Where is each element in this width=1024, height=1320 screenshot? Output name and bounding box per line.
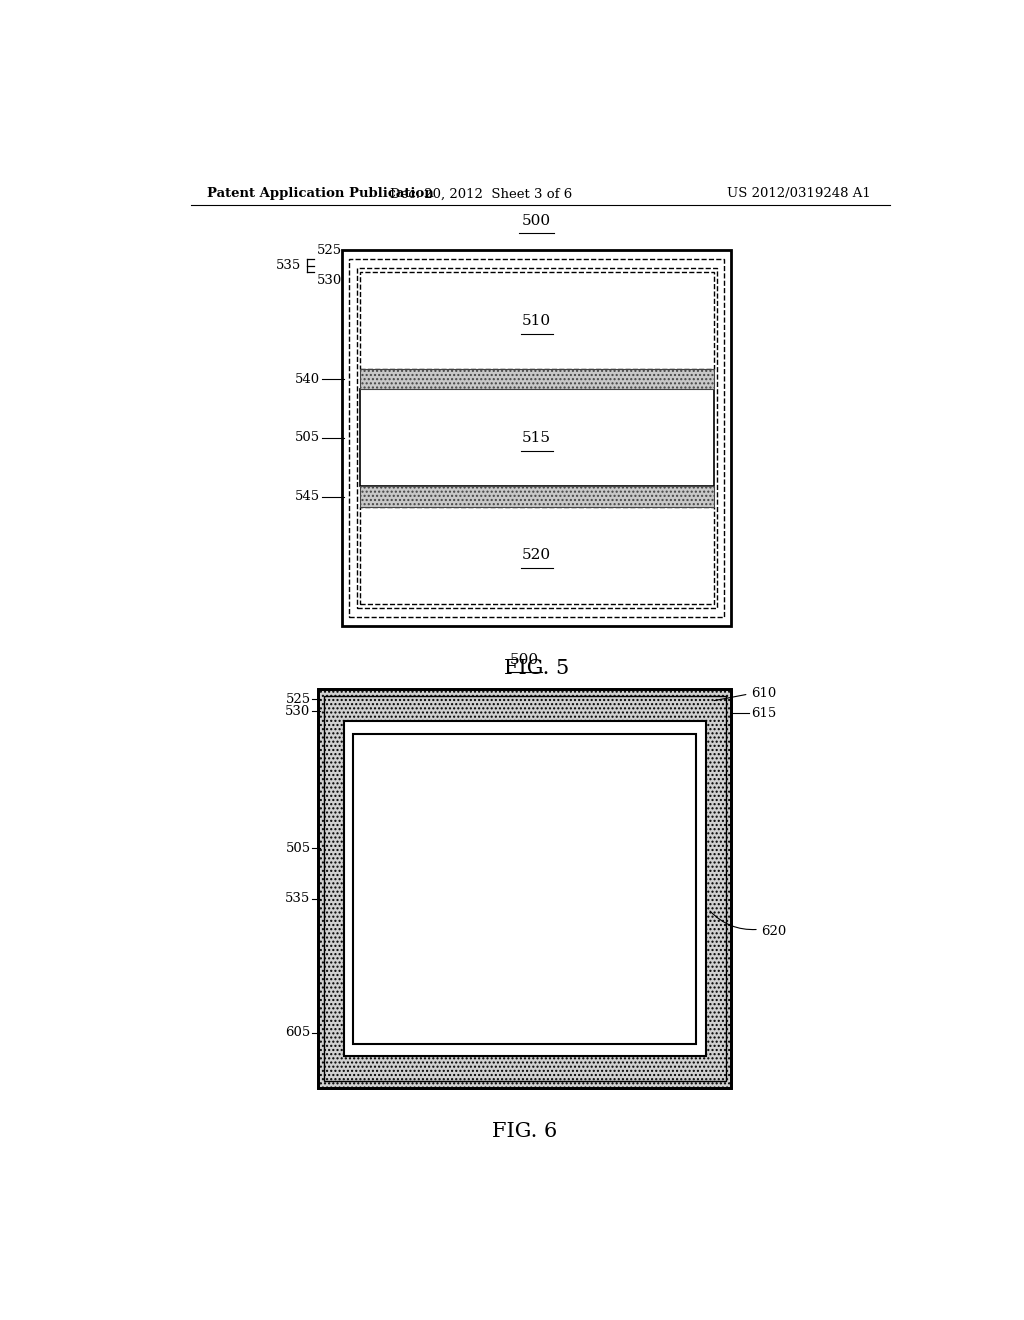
Bar: [359, 272, 714, 370]
Bar: [359, 486, 714, 507]
Text: 545: 545: [295, 490, 321, 503]
Text: 515: 515: [522, 430, 551, 445]
Text: FIG. 6: FIG. 6: [493, 1122, 557, 1140]
Text: 500: 500: [522, 214, 551, 227]
Text: 510: 510: [522, 314, 551, 327]
Text: Dec. 20, 2012  Sheet 3 of 6: Dec. 20, 2012 Sheet 3 of 6: [390, 187, 572, 201]
Bar: [356, 268, 717, 607]
Text: 530: 530: [286, 705, 310, 718]
Text: US 2012/0319248 A1: US 2012/0319248 A1: [727, 187, 871, 201]
Text: 605: 605: [286, 1026, 310, 1039]
Bar: [353, 734, 696, 1044]
Text: 520: 520: [522, 548, 551, 562]
Bar: [318, 689, 731, 1089]
Bar: [342, 249, 731, 626]
Bar: [344, 722, 706, 1056]
Text: FIG. 5: FIG. 5: [504, 659, 569, 678]
Text: 530: 530: [316, 275, 342, 288]
Bar: [349, 259, 724, 616]
Text: 525: 525: [316, 244, 342, 257]
Bar: [359, 370, 714, 389]
Text: 620: 620: [761, 925, 786, 939]
Bar: [344, 722, 706, 1056]
Bar: [324, 696, 726, 1081]
Bar: [318, 689, 731, 1089]
Text: 505: 505: [295, 432, 321, 445]
Text: Patent Application Publication: Patent Application Publication: [207, 187, 434, 201]
Text: 610: 610: [751, 686, 776, 700]
Text: 535: 535: [275, 259, 301, 272]
Bar: [359, 389, 714, 486]
Text: 540: 540: [295, 372, 321, 385]
Bar: [359, 507, 714, 603]
Text: 535: 535: [286, 892, 310, 906]
Text: 500: 500: [510, 652, 540, 667]
Text: 505: 505: [286, 842, 310, 854]
Text: 615: 615: [751, 706, 776, 719]
Text: 525: 525: [286, 693, 310, 706]
